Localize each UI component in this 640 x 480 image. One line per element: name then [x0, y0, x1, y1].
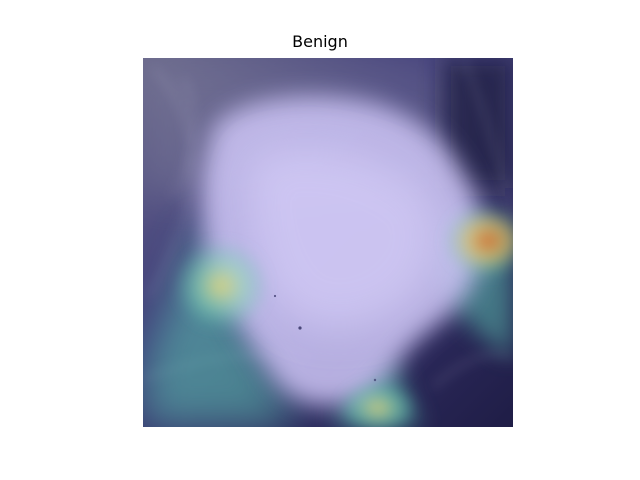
heatmap-xray-image: [143, 58, 513, 427]
figure-title: Benign: [292, 32, 348, 51]
